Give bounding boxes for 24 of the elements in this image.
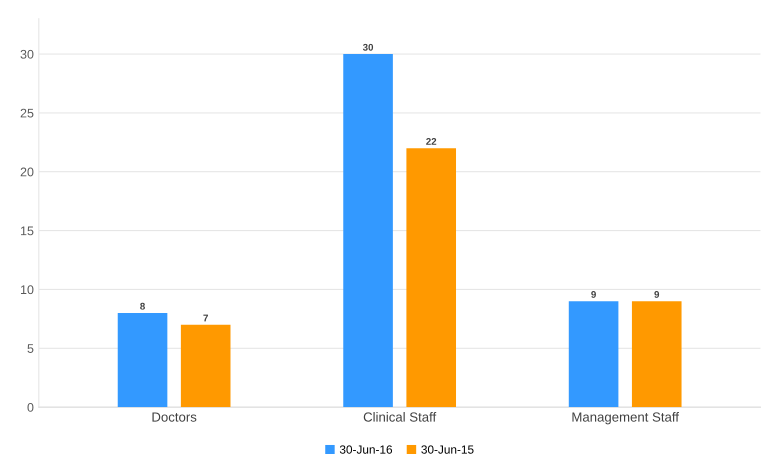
bar — [118, 312, 168, 408]
bar — [406, 148, 456, 408]
bar — [180, 324, 230, 408]
x-tick-label: Doctors — [152, 412, 196, 422]
bar — [568, 301, 618, 408]
y-tick-label: 30 — [20, 50, 34, 59]
bar — [632, 301, 682, 408]
data-label: 8 — [140, 302, 145, 310]
y-tick-label: 20 — [20, 168, 34, 176]
y-tick-label: 10 — [20, 285, 34, 294]
y-tick-label: 15 — [20, 226, 34, 236]
data-label: 9 — [654, 291, 660, 298]
data-label: 7 — [203, 314, 208, 322]
y-tick-label: 5 — [27, 344, 34, 353]
y-tick-label: 25 — [20, 108, 34, 118]
legend-label: 30-Jun-15 — [421, 445, 474, 454]
data-label: 22 — [426, 138, 436, 145]
bar — [343, 54, 393, 408]
y-tick-label: 0 — [27, 402, 34, 412]
data-label: 30 — [362, 44, 374, 51]
x-tick-label: Management Staff — [572, 412, 679, 424]
data-label: 9 — [591, 291, 596, 298]
x-tick-label: Clinical Staff — [364, 412, 436, 422]
legend-label: 30-Jun-16 — [340, 445, 392, 454]
